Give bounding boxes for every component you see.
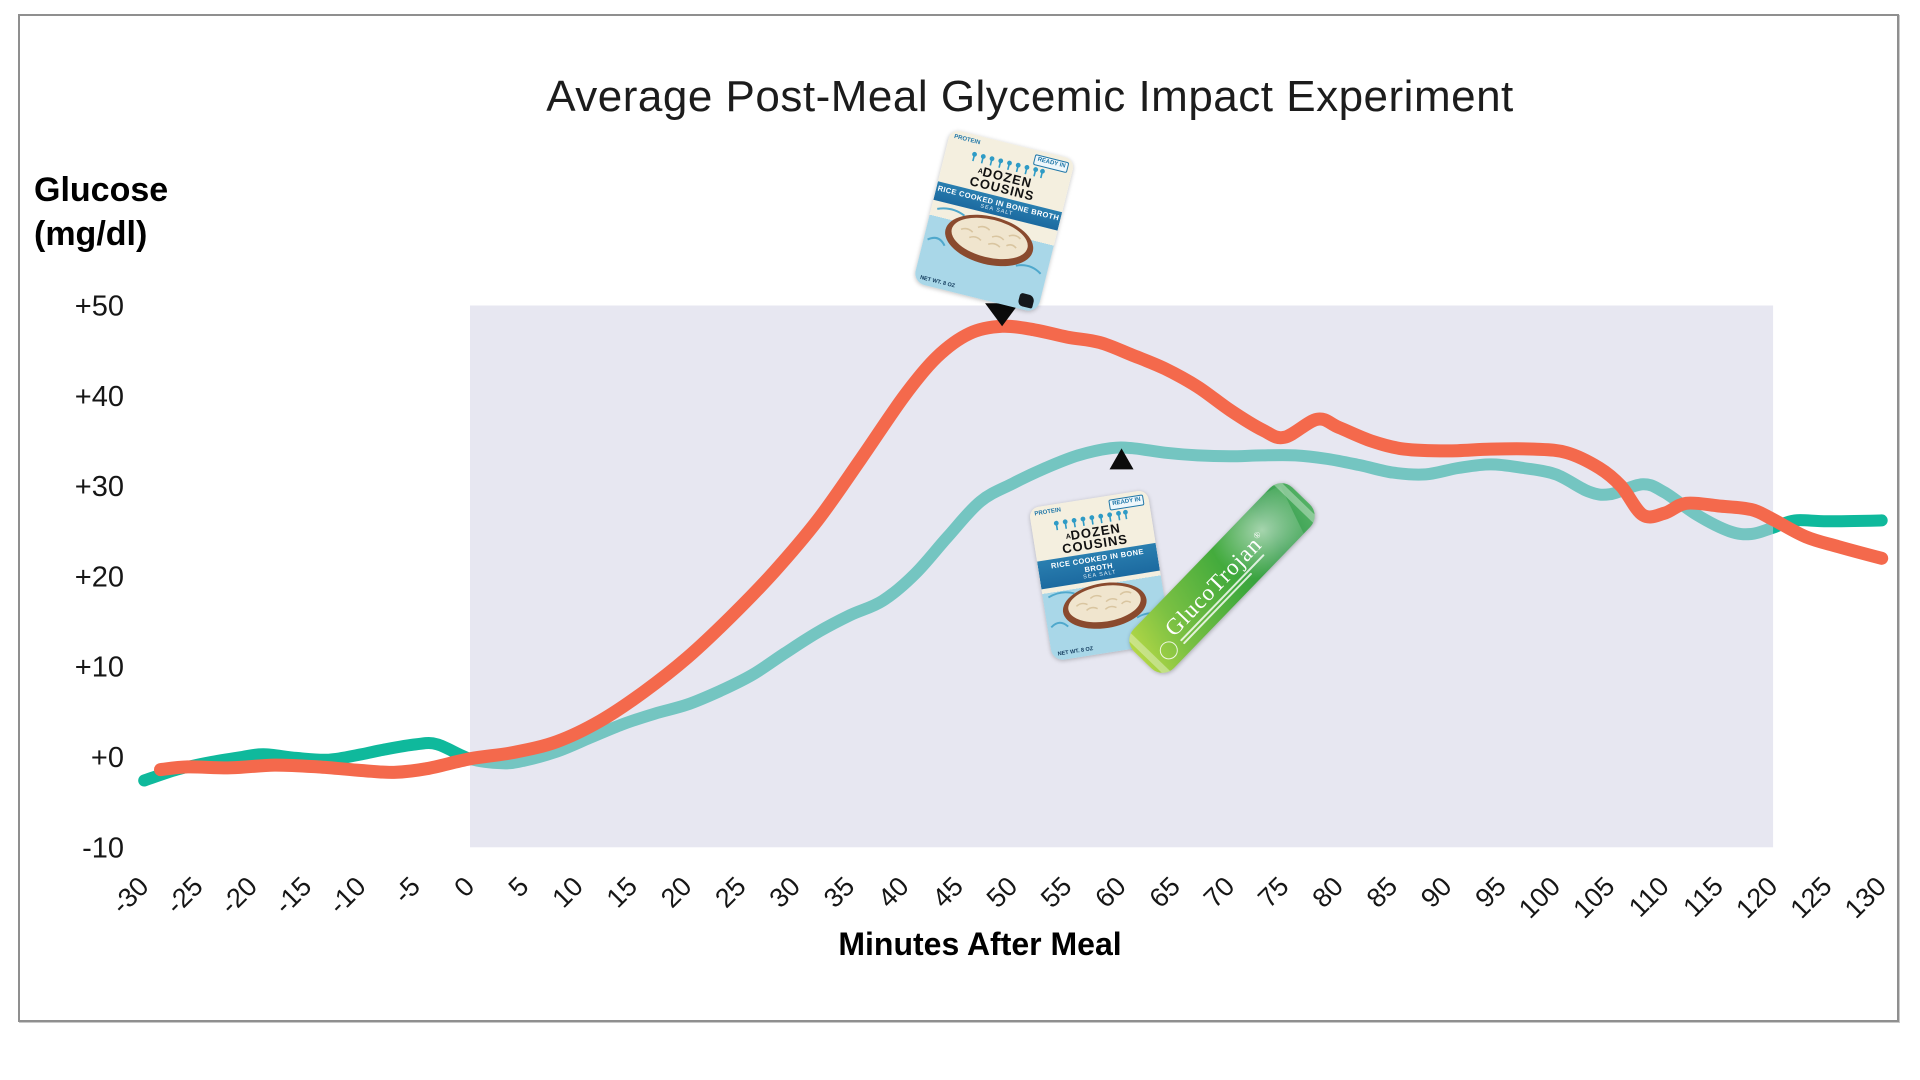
x-tick-label: 90	[1415, 871, 1457, 913]
x-tick-label: 65	[1144, 871, 1186, 913]
x-tick-label: 105	[1567, 871, 1620, 924]
teal-peak-marker-icon	[1109, 448, 1134, 470]
y-axis-title-line1: Glucose	[34, 171, 169, 209]
x-tick-label: 55	[1035, 871, 1077, 913]
x-tick-label: 35	[818, 871, 860, 913]
y-tick-label: +30	[75, 471, 124, 503]
rooster-badge-icon	[1017, 292, 1036, 309]
x-tick-label: 10	[546, 871, 588, 913]
x-tick-label: 95	[1469, 871, 1511, 913]
pouch-net-weight: NET WT. 8 OZ	[1057, 646, 1094, 658]
x-tick-label: -15	[269, 871, 318, 920]
red-peak-marker-icon	[985, 303, 1020, 327]
x-tick-label: 30	[764, 871, 806, 913]
x-axis-title: Minutes After Meal	[838, 926, 1122, 962]
x-tick-label: 110	[1623, 871, 1675, 923]
x-tick-label: -30	[106, 871, 155, 920]
series-line-rice-only	[154, 319, 1889, 779]
x-tick-label: 115	[1677, 871, 1729, 923]
spoon-icons	[972, 151, 1045, 179]
y-axis-title-line2: (mg/dl)	[34, 215, 148, 253]
x-tick-label: -20	[214, 871, 263, 920]
x-tick-label: -10	[323, 871, 372, 920]
y-tick-label: +10	[75, 652, 124, 684]
product-image-rice-pouch-1: PROTEIN READY IN ADOZEN COUSINS RICE COO…	[912, 128, 1076, 314]
x-tick-label: 45	[926, 871, 968, 913]
y-tick-label: -10	[82, 832, 124, 864]
x-tick-label: 75	[1252, 871, 1294, 913]
pouch-corner-left-text: PROTEIN	[953, 133, 981, 147]
x-tick-label: 40	[872, 871, 914, 913]
x-tick-label: -25	[160, 871, 209, 920]
x-tick-label: 125	[1785, 871, 1838, 924]
spoon-icons	[1053, 509, 1128, 531]
y-tick-label: +20	[75, 561, 124, 593]
y-tick-label: +50	[75, 291, 124, 323]
x-tick-label: 15	[601, 871, 643, 913]
y-tick-label: +40	[75, 381, 124, 413]
rice-bowl-image	[927, 207, 1042, 275]
x-tick-label: 120	[1730, 871, 1783, 924]
x-tick-label: 80	[1306, 871, 1348, 913]
x-tick-label: 50	[981, 871, 1023, 913]
y-tick-label: +0	[91, 742, 124, 774]
x-tick-label: 25	[709, 871, 751, 913]
x-tick-label: 0	[448, 871, 480, 903]
x-tick-label: 20	[655, 871, 697, 913]
x-tick-label: 70	[1198, 871, 1240, 913]
x-tick-label: 85	[1361, 871, 1403, 913]
y-axis-title: Glucose (mg/dl)	[34, 168, 168, 256]
x-tick-label: -5	[388, 871, 426, 909]
x-tick-label: 5	[503, 871, 535, 903]
chart-title: Average Post-Meal Glycemic Impact Experi…	[546, 72, 1514, 121]
x-tick-label: 60	[1089, 871, 1131, 913]
product-image-rice-pouch-2: PROTEIN READY IN ADOZEN COUSINS RICE COO…	[1028, 489, 1172, 662]
x-tick-label: 100	[1513, 871, 1566, 924]
rice-bowl-image	[1047, 582, 1162, 629]
x-tick-label: 130	[1839, 871, 1892, 924]
